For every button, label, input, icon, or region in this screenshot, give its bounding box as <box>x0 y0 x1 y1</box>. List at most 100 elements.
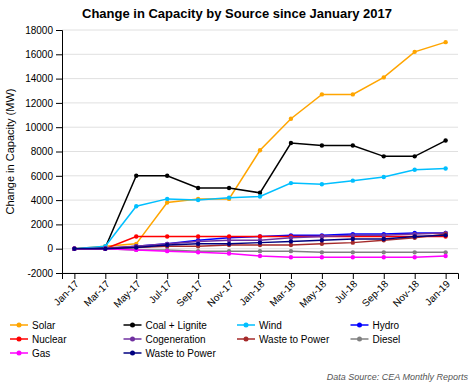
series-line <box>74 233 445 249</box>
series <box>72 231 448 251</box>
point <box>320 250 324 254</box>
point <box>320 255 324 259</box>
tick-mark <box>56 127 62 128</box>
point <box>72 247 76 251</box>
series <box>72 138 448 251</box>
point <box>196 198 200 202</box>
legend-label: Gas <box>32 348 50 359</box>
series-line <box>74 169 445 249</box>
tick-label: 4000 <box>31 195 54 206</box>
tick-label: Jan-19 <box>423 278 453 308</box>
axis-line <box>63 274 459 280</box>
grid-line <box>62 54 458 55</box>
legend-label: Diesel <box>373 334 401 345</box>
tick: Mar-18 <box>267 273 297 308</box>
tick: 0 <box>47 243 62 254</box>
point <box>196 234 200 238</box>
legend-label: Waste to Power <box>146 348 217 359</box>
tick-label: 6000 <box>31 171 54 182</box>
point <box>165 197 169 201</box>
tick: 16000 <box>25 49 62 60</box>
tick-label: Nov-17 <box>205 278 236 309</box>
point <box>382 75 386 79</box>
legend-marker <box>130 323 135 328</box>
point <box>351 92 355 96</box>
point <box>72 247 76 251</box>
tick-mark <box>56 54 62 55</box>
tick-mark <box>136 273 137 279</box>
tick-label: Sep-18 <box>360 278 391 309</box>
tick-label: May-17 <box>111 278 143 310</box>
point <box>443 254 447 258</box>
series <box>72 231 448 251</box>
series-group <box>72 40 448 259</box>
point <box>103 246 107 250</box>
legend-label: Nuclear <box>32 334 67 345</box>
legend-item: Cogeneration <box>124 334 206 345</box>
point <box>412 255 416 259</box>
tick-mark <box>353 273 354 279</box>
tick: Jan-17 <box>51 273 81 308</box>
legend-item: Hydro <box>351 320 400 331</box>
y-axis-label: Change in Capacity (MW) <box>4 89 16 215</box>
tick-mark <box>56 200 62 201</box>
tick: Sep-17 <box>174 273 205 309</box>
legend-item: Waste to Power <box>124 348 217 359</box>
legend-label: Waste to Power <box>259 334 330 345</box>
tick-label: 16000 <box>25 49 53 60</box>
point <box>412 250 416 254</box>
series <box>72 233 448 251</box>
point <box>134 174 138 178</box>
tick: 14000 <box>25 73 62 84</box>
point <box>134 234 138 238</box>
point <box>227 186 231 190</box>
tick-mark <box>105 273 106 279</box>
legend-label: Coal + Lignite <box>146 320 208 331</box>
tick-label: Jan-18 <box>237 278 267 308</box>
chart: -200002000400060008000100001200014000160… <box>0 0 474 385</box>
point <box>134 204 138 208</box>
point <box>196 186 200 190</box>
legend-marker <box>244 323 249 328</box>
point <box>103 247 107 251</box>
point <box>382 255 386 259</box>
point <box>320 92 324 96</box>
point <box>382 237 386 241</box>
point <box>412 234 416 238</box>
legend-item: Solar <box>10 320 56 331</box>
point <box>382 250 386 254</box>
point <box>165 234 169 238</box>
point <box>258 240 262 244</box>
point <box>72 247 76 251</box>
tick-label: 10000 <box>25 122 53 133</box>
legend-item: Wind <box>237 320 282 331</box>
point <box>351 250 355 254</box>
tick-label: Jul-17 <box>147 278 174 305</box>
grid-line <box>62 78 458 79</box>
tick-mark <box>74 273 75 279</box>
point <box>227 251 231 255</box>
tick-mark <box>56 103 62 104</box>
x-axis: Jan-17Mar-17May-17Jul-17Sep-17Nov-17Jan-… <box>51 273 458 310</box>
tick-label: 12000 <box>25 98 53 109</box>
point <box>103 247 107 251</box>
tick-mark <box>167 273 168 279</box>
tick: Mar-17 <box>82 273 112 308</box>
point <box>351 237 355 241</box>
tick: 8000 <box>31 146 62 157</box>
tick-label: 0 <box>47 243 53 254</box>
tick: Nov-18 <box>391 273 422 309</box>
tick: Jul-17 <box>147 273 174 305</box>
point <box>196 250 200 254</box>
point <box>72 247 76 251</box>
tick: Nov-17 <box>205 273 236 309</box>
legend-marker <box>130 337 135 342</box>
tick: -2000 <box>27 268 62 279</box>
point <box>165 249 169 253</box>
tick-mark <box>229 273 230 279</box>
point <box>72 247 76 251</box>
point <box>103 247 107 251</box>
point <box>165 174 169 178</box>
series-line <box>74 249 445 258</box>
legend-item: Coal + Lignite <box>124 320 208 331</box>
